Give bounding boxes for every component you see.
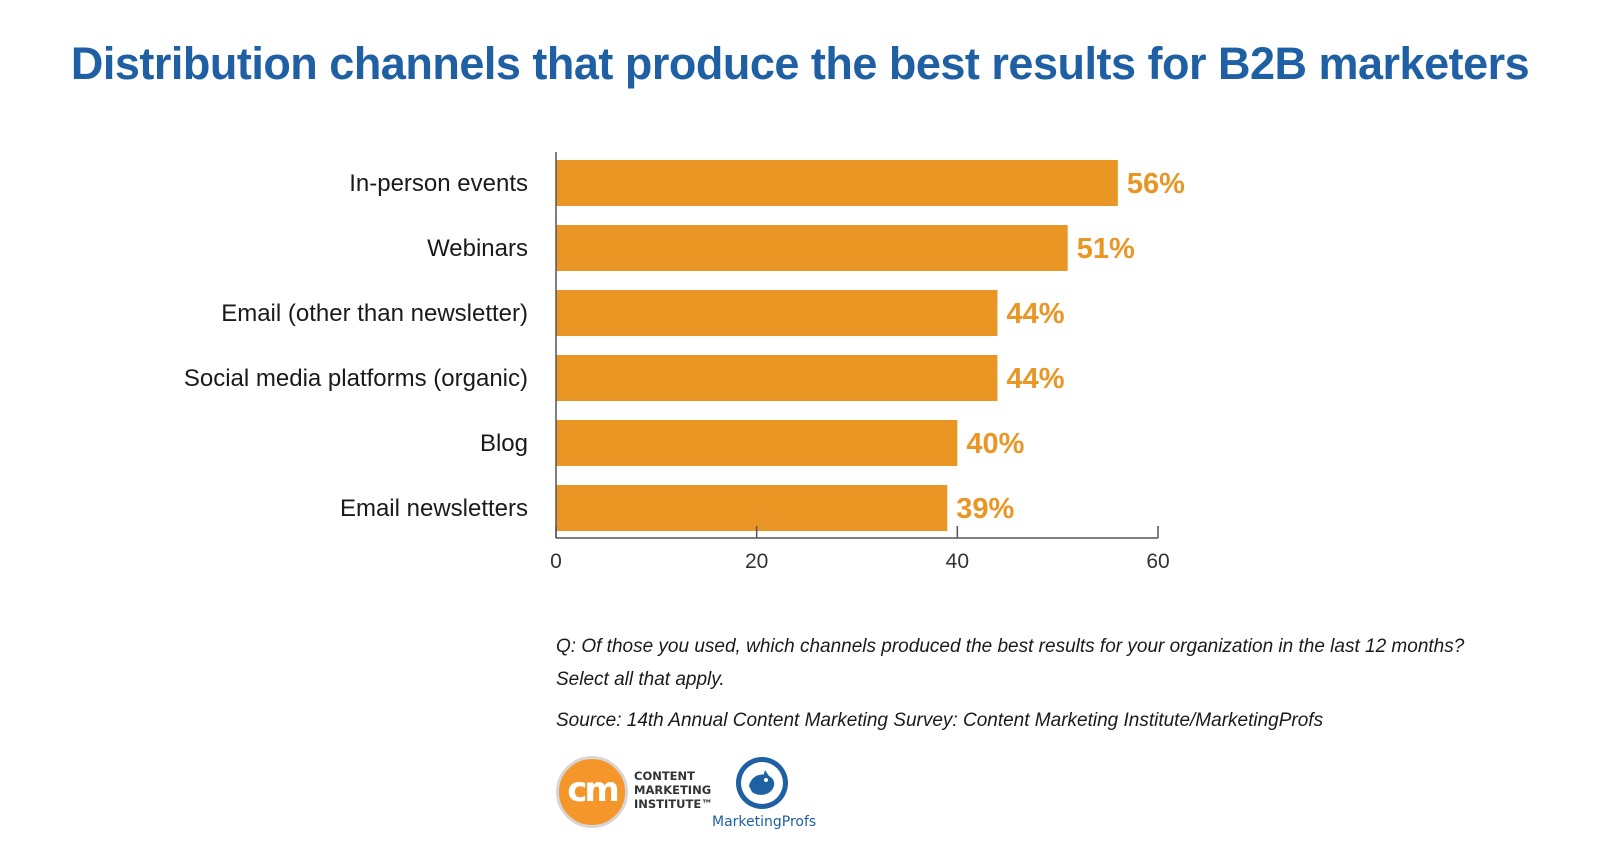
bar: [556, 225, 1068, 271]
cmi-logo-mark: cm: [567, 770, 620, 810]
value-label: 44%: [1006, 363, 1064, 395]
category-label: Email (other than newsletter): [221, 300, 528, 327]
value-label: 44%: [1006, 298, 1064, 330]
value-label: 39%: [956, 493, 1014, 525]
value-label: 40%: [966, 428, 1024, 460]
x-tick-label: 0: [550, 550, 562, 573]
chart-title: Distribution channels that produce the b…: [70, 38, 1530, 89]
bar: [556, 290, 998, 336]
category-label: In-person events: [349, 170, 528, 197]
survey-question: Q: Of those you used, which channels pro…: [556, 636, 1465, 657]
marketingprofs-logo-text: MarketingProfs: [712, 814, 817, 830]
category-label: Social media platforms (organic): [184, 365, 528, 392]
category-label: Email newsletters: [340, 495, 528, 522]
bar: [556, 485, 948, 531]
bar: [556, 420, 958, 466]
marketingprofs-bird-icon: [736, 757, 788, 809]
value-label: 56%: [1127, 168, 1185, 200]
x-tick-label: 20: [745, 550, 768, 573]
bar: [556, 160, 1118, 206]
category-label: Blog: [480, 430, 528, 457]
cmi-logo-circle: [556, 756, 628, 828]
bar: [556, 355, 998, 401]
source-note: Source: 14th Annual Content Marketing Su…: [556, 710, 1324, 731]
category-label: Webinars: [427, 235, 528, 262]
cmi-logo-text: CONTENT MARKETING INSTITUTE™: [634, 769, 713, 811]
x-tick-label: 60: [1146, 550, 1169, 573]
bar-chart: In-person events 56% Webinars 51% Email (oth…: [184, 152, 1185, 573]
value-label: 51%: [1077, 233, 1135, 265]
x-tick-label: 40: [946, 550, 969, 573]
survey-question-instruction: Select all that apply.: [556, 669, 725, 690]
